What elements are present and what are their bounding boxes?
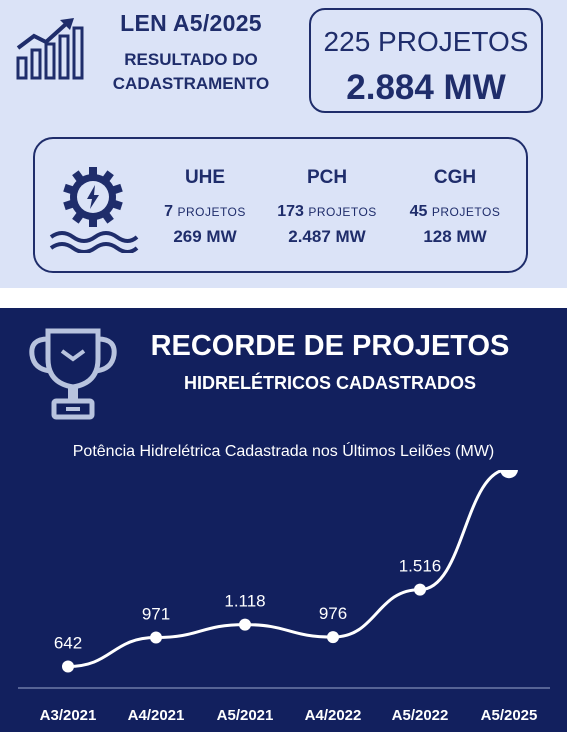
type-uhe: UHE 7 PROJETOS 269 MW [145, 167, 265, 247]
x-tick-label: A5/2025 [481, 707, 538, 724]
type-name: PCH [306, 167, 348, 188]
data-point [239, 618, 251, 631]
trophy-icon [29, 328, 117, 420]
plant-types-box: UHE 7 PROJETOS 269 MW PCH 173 PROJETOS 2… [33, 137, 528, 273]
x-tick-label: A3/2021 [40, 707, 97, 724]
auction-title: LEN A5/2025 [120, 10, 262, 36]
type-power: 269 MW [173, 227, 237, 246]
data-point [327, 631, 339, 644]
auction-subtitle: RESULTADO DO CADASTRAMENTO [96, 48, 286, 96]
data-point [62, 660, 74, 673]
data-label: 1.516 [399, 557, 442, 576]
total-projects: 225 PROJETOS [323, 26, 529, 57]
type-power: 128 MW [423, 227, 487, 246]
power-line-chart: 642 A3/2021 971 A4/2021 1.118 A5/2021 976 A4/20… [18, 470, 550, 724]
data-label: 976 [319, 604, 347, 623]
data-label: 642 [54, 634, 82, 653]
subtitle-line-2: CADASTRAMENTO [112, 74, 270, 93]
x-tick-label: A4/2021 [128, 707, 185, 724]
type-pch: PCH 173 PROJETOS 2.487 MW [267, 167, 387, 247]
total-power: 2.884 MW [346, 68, 506, 107]
type-count-unit: PROJETOS [308, 205, 377, 219]
data-point [150, 631, 162, 644]
summary-panel [0, 0, 567, 288]
data-label: 2.884 [446, 470, 489, 471]
type-name: CGH [433, 167, 477, 188]
type-projects: 7 PROJETOS [145, 203, 265, 227]
bar-chart-growth-icon [16, 18, 84, 80]
type-count: 45 [409, 203, 428, 220]
chart-title: Potência Hidrelétrica Cadastrada nos Últ… [72, 443, 495, 460]
data-point [414, 583, 426, 596]
data-label: 1.118 [224, 592, 265, 611]
type-cgh: CGH 45 PROJETOS 128 MW [395, 167, 515, 247]
data-point [500, 470, 518, 479]
x-tick-label: A5/2022 [392, 707, 449, 724]
type-count: 173 [277, 203, 304, 220]
record-title: RECORDE DE PROJETOS [150, 330, 510, 362]
series-line [67, 470, 510, 669]
x-tick-label: A4/2022 [305, 707, 362, 724]
type-count: 7 [164, 203, 173, 220]
subtitle-line-1: RESULTADO DO [124, 50, 258, 69]
type-power: 2.487 MW [288, 227, 366, 246]
type-projects: 173 PROJETOS [267, 203, 387, 227]
type-projects: 45 PROJETOS [395, 203, 515, 227]
data-label: 971 [142, 605, 170, 624]
type-name: UHE [184, 167, 226, 188]
hydro-turbine-icon [49, 167, 139, 253]
totals-box: 225 PROJETOS 2.884 MW [309, 8, 543, 113]
record-subtitle: HIDRELÉTRICOS CADASTRADOS [183, 373, 476, 393]
x-tick-label: A5/2021 [217, 707, 274, 724]
type-count-unit: PROJETOS [177, 205, 246, 219]
type-count-unit: PROJETOS [431, 205, 501, 219]
